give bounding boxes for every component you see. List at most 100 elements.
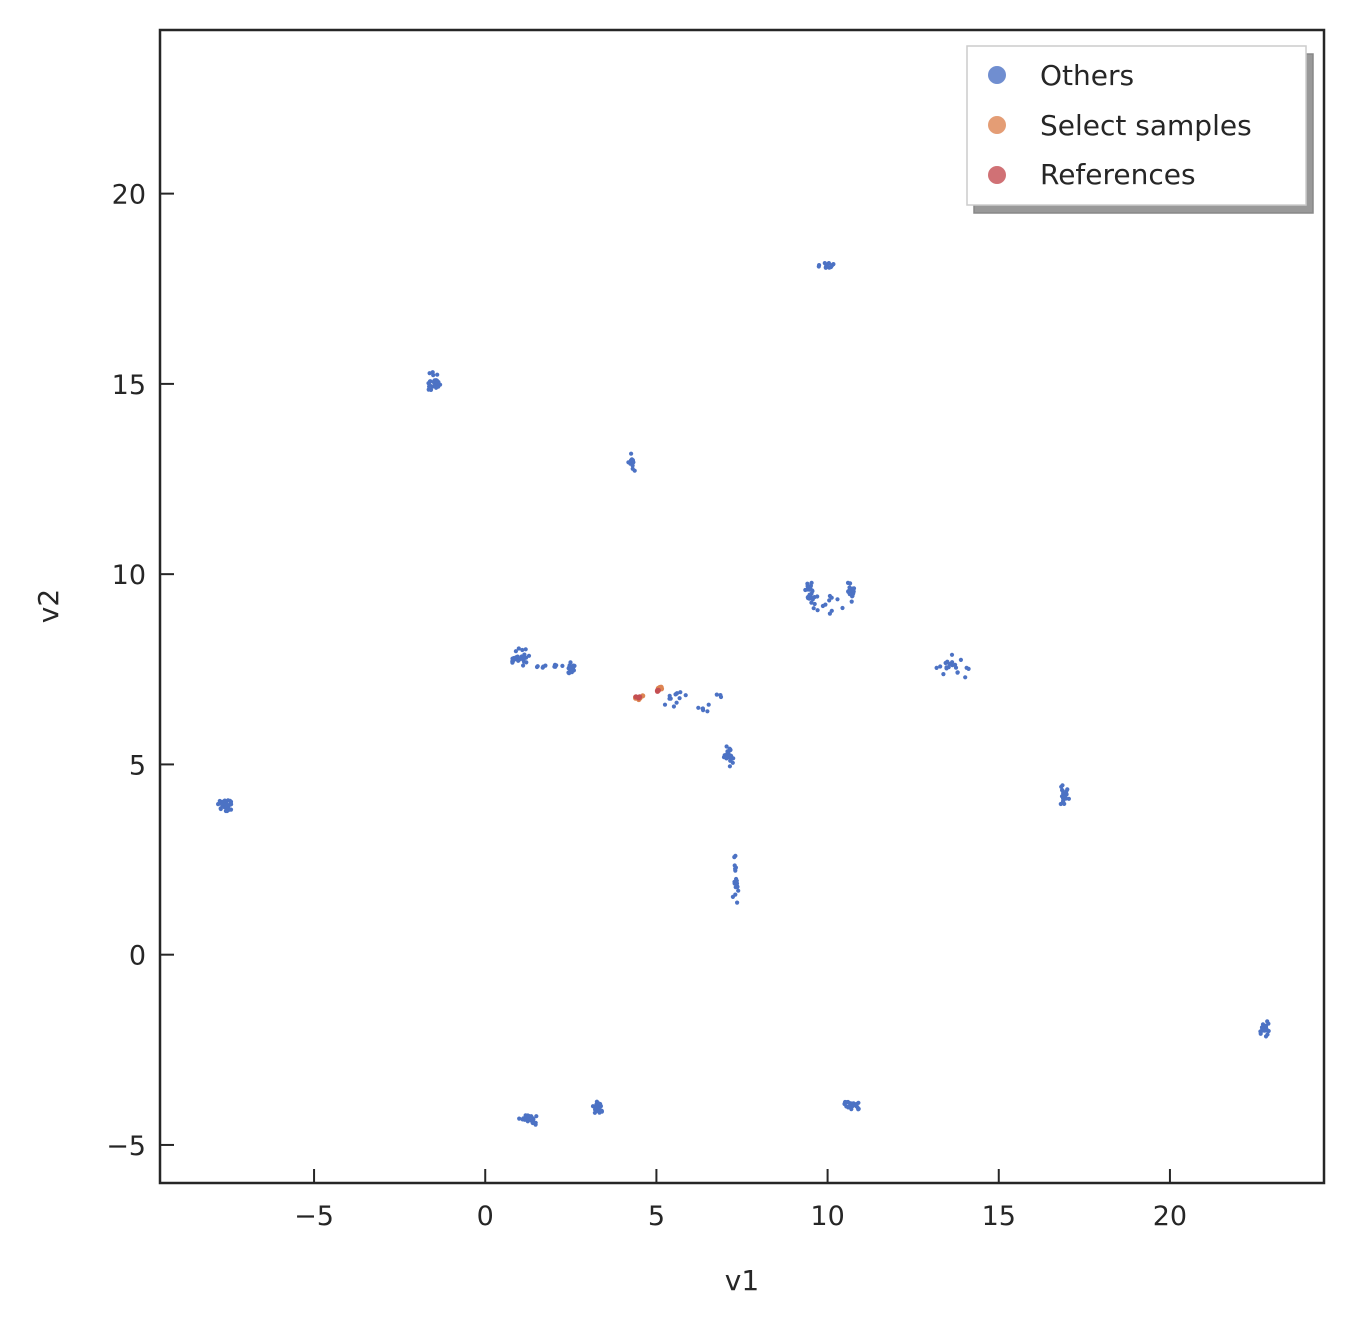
point-others bbox=[530, 1116, 535, 1121]
point-others bbox=[521, 663, 526, 668]
x-tick-label: 20 bbox=[1153, 1201, 1187, 1232]
point-others bbox=[1263, 1027, 1268, 1032]
point-others bbox=[943, 660, 948, 666]
point-others bbox=[938, 664, 943, 669]
point-others bbox=[812, 601, 817, 607]
point-others bbox=[568, 660, 573, 665]
y-tick-label: 20 bbox=[112, 180, 146, 211]
point-others bbox=[816, 264, 821, 269]
point-others bbox=[516, 646, 521, 651]
point-others bbox=[534, 664, 540, 670]
point-others bbox=[218, 800, 223, 805]
point-others bbox=[431, 379, 436, 384]
point-others bbox=[955, 670, 960, 675]
point-others bbox=[735, 900, 740, 905]
point-others bbox=[221, 801, 226, 806]
point-others bbox=[823, 602, 828, 607]
point-others bbox=[629, 451, 634, 456]
point-others bbox=[706, 702, 711, 707]
point-others bbox=[524, 660, 529, 665]
point-others bbox=[700, 706, 706, 711]
point-others bbox=[1064, 792, 1069, 797]
point-others bbox=[848, 581, 853, 586]
point-others bbox=[554, 663, 559, 668]
point-others bbox=[560, 663, 565, 669]
point-others bbox=[722, 755, 728, 760]
legend-marker-references bbox=[988, 166, 1006, 184]
point-others bbox=[598, 1101, 603, 1107]
point-others bbox=[674, 691, 679, 696]
point-others bbox=[526, 653, 532, 658]
point-others bbox=[835, 597, 840, 602]
point-others bbox=[724, 744, 729, 749]
point-others bbox=[427, 384, 432, 389]
point-others bbox=[597, 1106, 602, 1112]
point-others bbox=[534, 1114, 539, 1119]
plot-background bbox=[160, 30, 1324, 1183]
point-others bbox=[941, 672, 946, 677]
point-others bbox=[632, 468, 637, 473]
point-others bbox=[227, 798, 233, 804]
point-others bbox=[630, 462, 635, 467]
point-others bbox=[513, 649, 519, 654]
point-others bbox=[522, 1117, 527, 1122]
point-others bbox=[517, 1116, 522, 1121]
point-others bbox=[671, 704, 677, 709]
point-others bbox=[847, 588, 852, 593]
point-others bbox=[696, 705, 701, 710]
legend-marker-others bbox=[988, 66, 1006, 84]
point-others bbox=[854, 1104, 859, 1109]
data-points bbox=[216, 261, 1271, 1127]
point-others bbox=[808, 583, 814, 589]
point-others bbox=[815, 608, 820, 613]
point-references bbox=[654, 688, 661, 694]
point-others bbox=[228, 802, 233, 807]
point-others bbox=[856, 1107, 861, 1112]
point-others bbox=[811, 606, 816, 611]
x-tick-label: 5 bbox=[648, 1201, 665, 1232]
point-others bbox=[944, 666, 949, 671]
point-others bbox=[850, 586, 855, 591]
point-others bbox=[806, 594, 811, 599]
point-others bbox=[810, 588, 815, 593]
point-others bbox=[966, 666, 971, 672]
y-tick-label: 10 bbox=[112, 560, 146, 591]
point-others bbox=[730, 760, 735, 765]
point-others bbox=[963, 675, 968, 680]
point-others bbox=[840, 605, 845, 611]
plot-frame bbox=[158, 28, 1326, 1185]
point-references bbox=[633, 694, 639, 700]
point-others bbox=[805, 584, 810, 589]
point-others bbox=[541, 664, 546, 669]
point-others bbox=[812, 595, 817, 600]
x-axis-ticks: −5 0 5 10 15 20 bbox=[294, 1169, 1187, 1232]
point-others bbox=[1260, 1022, 1266, 1027]
y-tick-label: 15 bbox=[112, 370, 146, 401]
point-others bbox=[728, 754, 733, 760]
point-others bbox=[733, 879, 738, 884]
point-others bbox=[523, 647, 528, 652]
legend: Others Select samples References bbox=[966, 45, 1314, 214]
point-others bbox=[736, 888, 741, 893]
point-others bbox=[1265, 1019, 1270, 1024]
point-others bbox=[435, 372, 440, 377]
point-others bbox=[520, 647, 525, 653]
x-tick-label: −5 bbox=[294, 1201, 334, 1232]
point-others bbox=[428, 379, 433, 384]
y-axis-label: v2 bbox=[32, 589, 65, 623]
point-others bbox=[849, 599, 854, 604]
point-others bbox=[809, 600, 814, 605]
point-others bbox=[958, 657, 964, 663]
point-others bbox=[1064, 789, 1069, 794]
point-others bbox=[677, 696, 682, 701]
point-others bbox=[850, 1101, 855, 1107]
y-tick-label: 5 bbox=[129, 750, 146, 781]
legend-marker-select-samples bbox=[988, 116, 1006, 134]
point-others bbox=[718, 694, 724, 700]
point-others bbox=[569, 665, 574, 671]
point-others bbox=[594, 1099, 600, 1104]
legend-label-select-samples: Select samples bbox=[1040, 109, 1252, 142]
legend-box bbox=[966, 45, 1307, 206]
point-others bbox=[683, 693, 688, 698]
